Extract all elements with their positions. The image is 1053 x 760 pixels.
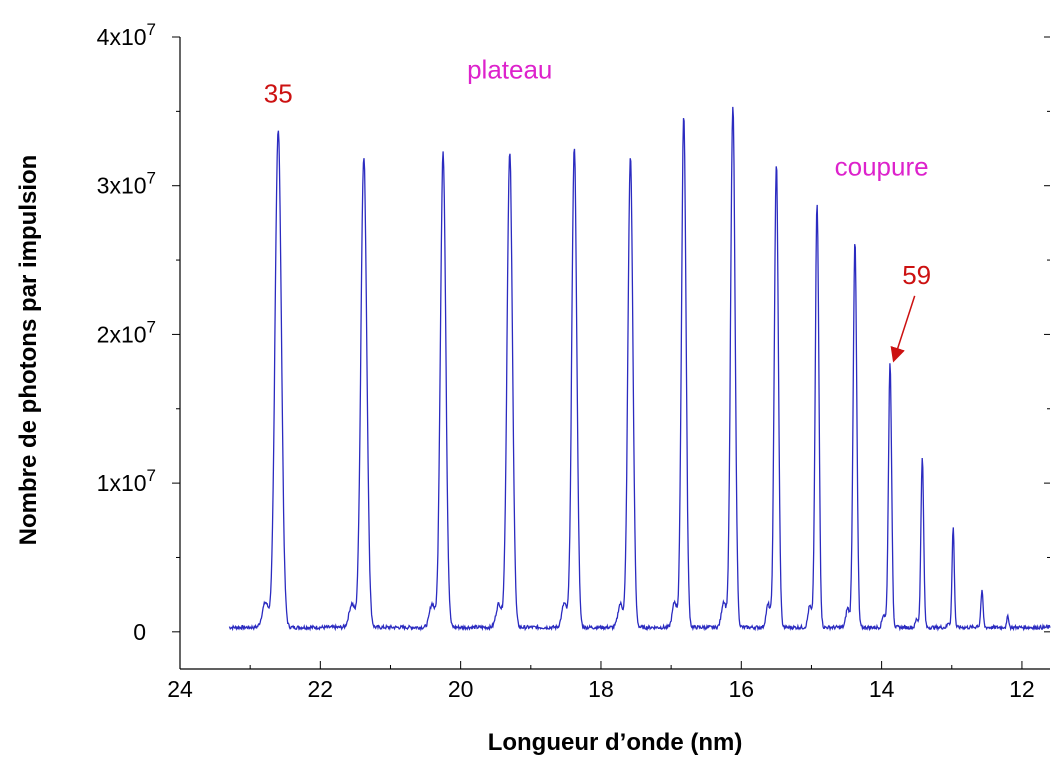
- x-tick-label: 14: [869, 676, 895, 702]
- x-tick-label: 18: [588, 676, 614, 702]
- y-tick-label: 0: [133, 619, 146, 645]
- y-tick-label: 2x107: [97, 317, 156, 347]
- x-tick-label: 20: [448, 676, 474, 702]
- y-tick-label: 1x107: [97, 466, 156, 496]
- y-tick-exponent: 7: [147, 169, 156, 188]
- x-tick-label: 16: [728, 676, 754, 702]
- x-tick-label: 22: [308, 676, 334, 702]
- x-tick-label: 24: [167, 676, 193, 702]
- y-tick-label: 3x107: [97, 169, 156, 199]
- series-layer: [228, 106, 1051, 632]
- annotations: 35 plateau coupure 59: [264, 55, 931, 363]
- annotation-arrow: [890, 295, 916, 363]
- annotation-label: coupure: [835, 151, 929, 181]
- y-tick-exponent: 7: [147, 317, 156, 336]
- x-axis-title: Longueur d’onde (nm): [488, 729, 743, 756]
- y-tick-label: 4x107: [97, 20, 156, 50]
- annotation-label: 35: [264, 78, 293, 108]
- y-axis-title: Nombre de photons par impulsion: [15, 155, 42, 546]
- annotation-label: plateau: [467, 55, 552, 85]
- x-tick-label: 12: [1009, 676, 1035, 702]
- axes: [179, 37, 1050, 670]
- y-tick-exponent: 7: [147, 20, 156, 39]
- annotation-label: 59: [902, 260, 931, 290]
- spectrum-line: [228, 106, 1051, 632]
- ticks: 24 22 20 18 16 14 12 0 1x107 2x107 3x107 4x107: [97, 20, 1050, 702]
- y-tick-exponent: 7: [147, 466, 156, 485]
